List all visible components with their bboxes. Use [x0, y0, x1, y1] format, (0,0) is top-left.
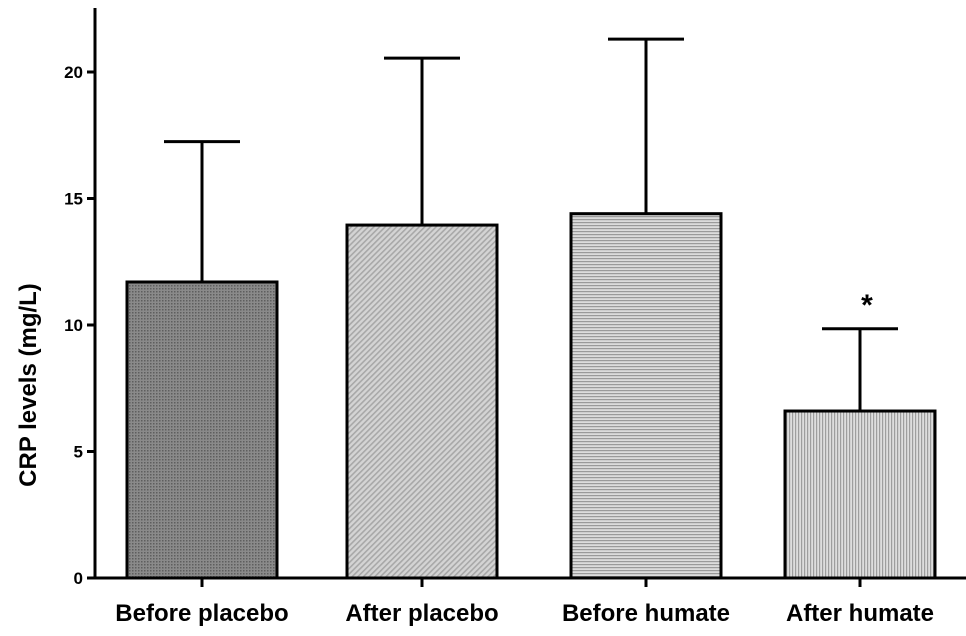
bar	[125, 280, 279, 580]
significance-marker: *	[861, 289, 873, 322]
x-tick-label: Before placebo	[115, 600, 288, 627]
bars-group	[125, 212, 937, 580]
x-tick-label: After humate	[786, 600, 934, 627]
annotations-group: *	[861, 289, 873, 322]
bar	[783, 409, 937, 580]
x-tick-label: Before humate	[562, 600, 730, 627]
y-tick-label: 15	[64, 190, 83, 209]
y-tick-label: 5	[74, 443, 83, 462]
bar	[569, 212, 723, 580]
y-axis-title: CRP levels (mg/L)	[15, 283, 42, 487]
y-tick-label: 0	[74, 569, 83, 588]
x-tick-label: After placebo	[345, 600, 498, 627]
y-axis: 0 5 10 15 20	[64, 8, 97, 588]
error-bars-group	[164, 37, 898, 412]
y-tick-label: 20	[64, 63, 83, 82]
x-axis: Before placebo After placebo Before humate…	[93, 576, 966, 627]
bar	[345, 223, 499, 580]
y-tick-label: 10	[64, 316, 83, 335]
